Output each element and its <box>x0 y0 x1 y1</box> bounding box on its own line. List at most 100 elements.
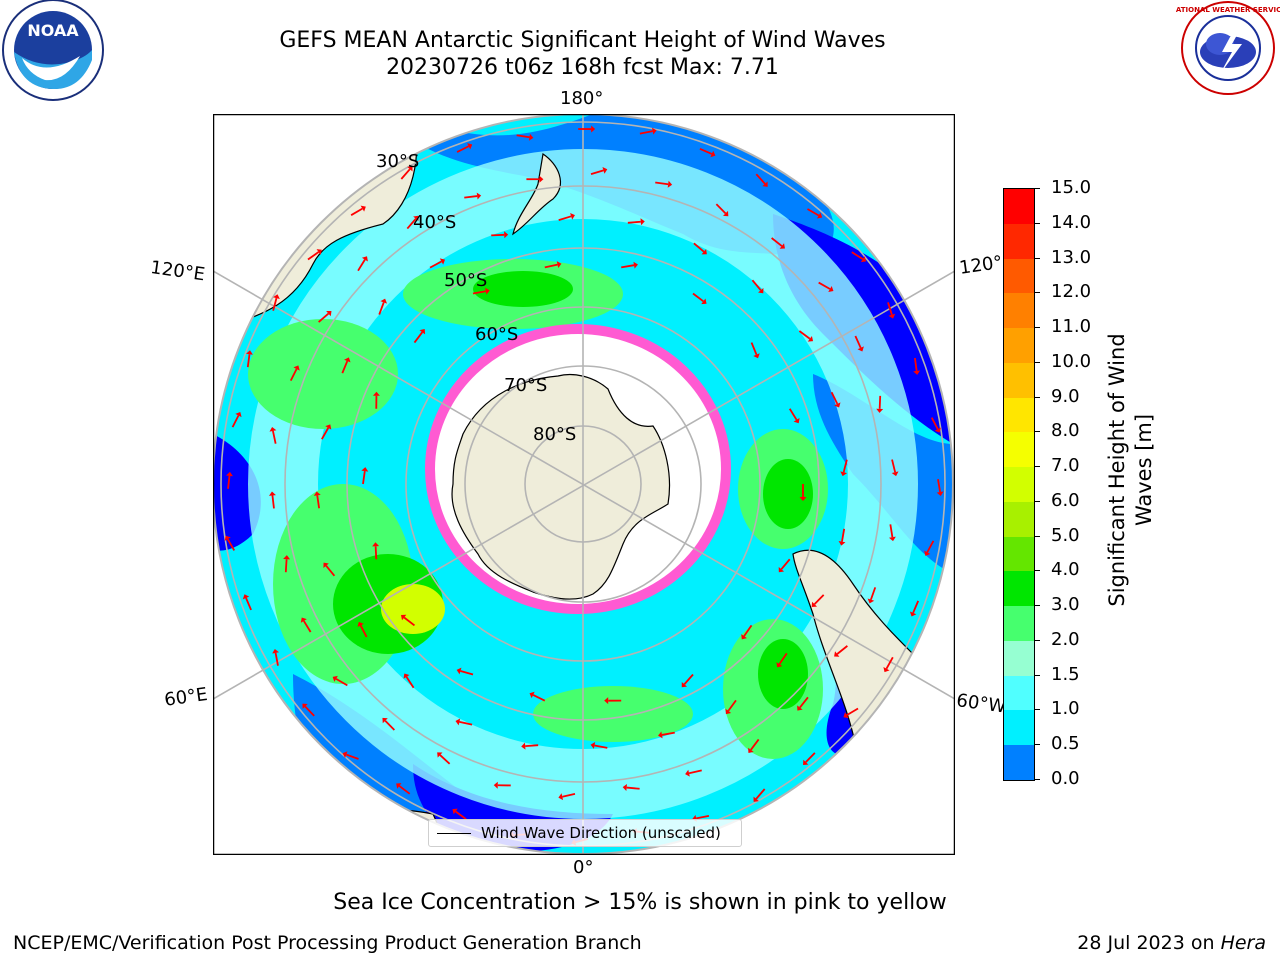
wave-arrow-head <box>710 150 716 158</box>
wave-arrow-shaft <box>699 147 713 155</box>
wave-arrow-head <box>293 365 300 371</box>
wave-arrow-head <box>323 562 329 568</box>
wave-arrow-shaft <box>429 260 442 269</box>
colorbar-tick-mark <box>1034 570 1040 572</box>
footer-left: NCEP/EMC/Verification Post Processing Pr… <box>13 932 642 954</box>
wave-arrow-shaft <box>284 559 288 573</box>
colorbar-segment <box>1004 223 1034 259</box>
colorbar-tick-label: 14.0 <box>1051 211 1092 233</box>
colorbar-segment <box>1004 745 1034 781</box>
wave-arrow-shaft <box>841 528 846 542</box>
wave-arrow-head <box>413 215 419 222</box>
footer-host: Hera <box>1220 932 1266 954</box>
wave-arrow-head <box>604 697 609 705</box>
wave-arrow-head <box>342 751 348 758</box>
wave-arrow-head <box>762 181 768 187</box>
wave-arrow-head <box>246 350 253 355</box>
wave-arrow-head <box>269 427 277 432</box>
colorbar-tick-mark <box>1034 779 1040 780</box>
wave-arrow-head <box>834 402 841 408</box>
wave-arrow-head <box>828 285 834 293</box>
wave-band-bright-green <box>473 271 573 307</box>
colorbar-tick-label: 12.0 <box>1051 281 1092 303</box>
wave-arrow-shaft <box>715 203 727 215</box>
colorbar-segment <box>1004 501 1034 537</box>
wave-arrow-shaft <box>854 335 862 349</box>
wave-arrow-shaft <box>231 415 240 428</box>
nws-logo-text: NATIONAL WEATHER SERVICE <box>1176 6 1280 14</box>
wave-arrow-shaft <box>830 391 839 405</box>
colorbar-tick-label: 10.0 <box>1051 350 1092 372</box>
wave-arrow-shaft <box>693 242 705 253</box>
wave-arrow-head <box>741 634 747 640</box>
wave-arrow-head <box>224 535 231 541</box>
colorbar-tick-mark <box>1034 605 1040 607</box>
colorbar-tick-mark <box>1034 709 1040 711</box>
colorbar-tick-label: 13.0 <box>1051 246 1092 268</box>
wave-arrow-shaft <box>626 786 640 790</box>
wave-arrow-shaft <box>335 678 348 687</box>
wave-arrow-shaft <box>532 694 546 702</box>
colorbar-tick-label: 4.0 <box>1051 559 1080 581</box>
wave-arrow-shaft <box>362 471 366 485</box>
wave-arrow-head <box>723 210 729 217</box>
wave-arrow-shaft <box>325 565 336 577</box>
wave-arrow-head <box>529 691 535 699</box>
wave-arrow-head <box>539 175 544 183</box>
colorbar-tick-label: 3.0 <box>1051 594 1080 616</box>
wave-arrow-shaft <box>384 720 396 731</box>
wave-arrow-head <box>867 598 875 604</box>
wave-arrow-shaft <box>491 233 505 237</box>
wave-arrow-shaft <box>274 652 279 666</box>
lat-label-30: 30°S <box>376 151 420 172</box>
wave-arrow-head <box>883 666 890 673</box>
wave-arrow-shaft <box>590 169 604 175</box>
legend-line-swatch <box>437 832 471 834</box>
colorbar-segment <box>1004 397 1034 433</box>
wave-arrow-shaft <box>836 645 848 655</box>
wave-arrow-shaft <box>778 652 788 665</box>
wave-arrow-shaft <box>799 696 809 709</box>
wave-arrow-head <box>652 127 657 135</box>
wave-arrow-head <box>439 258 446 265</box>
wave-arrow-shaft <box>661 731 675 736</box>
wave-arrow-head <box>521 742 526 750</box>
colorbar-ticks: 15.0 14.0 13.0 12.0 11.0 10.0 9.0 8.0 7.0 6.0 5.0 4… <box>1034 0 1104 960</box>
wave-arrow-shaft <box>456 145 470 153</box>
wave-arrow-shaft <box>357 259 366 272</box>
wave-arrow-head <box>268 491 276 496</box>
wave-arrow-shaft <box>272 297 278 311</box>
lon-label-60e: 60°E <box>163 683 209 711</box>
wave-arrow-head <box>325 424 332 430</box>
wave-arrow-shaft <box>755 173 766 185</box>
wave-arrow-head <box>273 294 280 300</box>
wave-arrow-head <box>467 143 473 150</box>
polar-map <box>213 114 955 855</box>
wave-arrow-shaft <box>271 495 275 509</box>
colorbar-tick-mark <box>1034 639 1040 641</box>
lon-label-180: 180° <box>560 88 604 109</box>
wave-arrow-head <box>493 781 498 789</box>
colorbar-segment <box>1004 467 1034 502</box>
wave-arrow-shaft <box>562 793 576 798</box>
meridian-60e-120w <box>213 270 955 700</box>
footer-date: 28 Jul 2023 on <box>1077 932 1221 954</box>
colorbar-segment <box>1004 362 1034 398</box>
wave-arrow-head <box>807 335 814 342</box>
colorbar-segment <box>1004 536 1034 572</box>
wave-arrow-shaft <box>639 130 653 135</box>
chart-subtitle: 20230726 t06z 168h fcst Max: 7.71 <box>386 55 779 80</box>
colorbar-tick-label: 0.5 <box>1051 733 1080 755</box>
wave-arrow-head <box>753 353 760 359</box>
lon-label-60w: 60°W <box>955 690 1008 718</box>
colorbar-tick-mark <box>1034 292 1040 294</box>
wave-arrow-head <box>300 617 307 623</box>
wave-arrow-shaft <box>341 360 349 374</box>
chart-title: GEFS MEAN Antarctic Significant Height o… <box>279 28 886 53</box>
wave-arrow-head <box>776 662 783 668</box>
wave-arrow-shaft <box>374 546 378 560</box>
wave-arrow-head <box>360 205 366 212</box>
wave-arrow-head <box>888 536 896 542</box>
wave-arrow-head <box>748 747 754 754</box>
wave-arrow-shaft <box>692 292 704 303</box>
